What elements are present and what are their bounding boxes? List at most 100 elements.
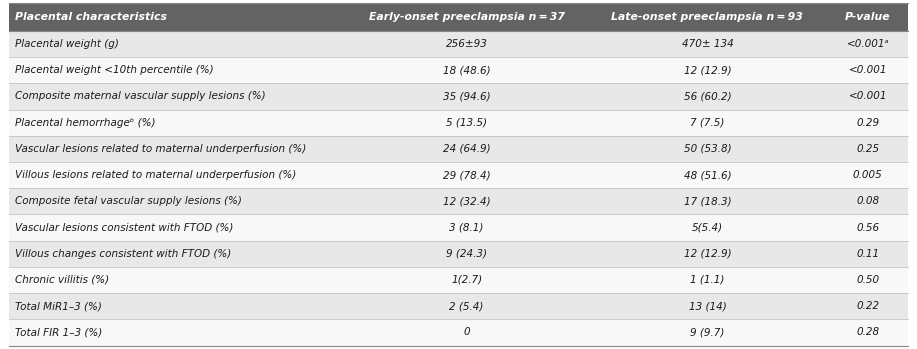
Text: 3 (8.1): 3 (8.1) <box>449 223 484 232</box>
Bar <box>587 136 828 162</box>
Text: <0.001ᵃ: <0.001ᵃ <box>846 39 889 49</box>
Bar <box>347 267 587 293</box>
Text: 24 (64.9): 24 (64.9) <box>443 144 491 154</box>
Bar <box>9 188 347 214</box>
Text: 1(2.7): 1(2.7) <box>451 275 482 285</box>
Text: <0.001: <0.001 <box>848 91 887 102</box>
Bar <box>9 57 347 83</box>
Bar <box>347 31 587 57</box>
Text: 48 (51.6): 48 (51.6) <box>683 170 731 180</box>
Bar <box>9 3 347 31</box>
Bar <box>347 110 587 136</box>
Text: 35 (94.6): 35 (94.6) <box>443 91 491 102</box>
Bar <box>828 136 908 162</box>
Text: 17 (18.3): 17 (18.3) <box>683 196 731 206</box>
Bar <box>587 83 828 110</box>
Bar <box>587 293 828 319</box>
Text: 13 (14): 13 (14) <box>689 301 726 311</box>
Text: Villous lesions related to maternal underperfusion (%): Villous lesions related to maternal unde… <box>16 170 297 180</box>
Bar <box>587 162 828 188</box>
Text: 0.22: 0.22 <box>856 301 879 311</box>
Text: 470± 134: 470± 134 <box>681 39 734 49</box>
Text: 0.50: 0.50 <box>856 275 879 285</box>
Bar <box>587 214 828 241</box>
Text: 9 (24.3): 9 (24.3) <box>446 249 487 259</box>
Bar <box>828 241 908 267</box>
Text: 56 (60.2): 56 (60.2) <box>683 91 731 102</box>
Text: 18 (48.6): 18 (48.6) <box>443 65 491 75</box>
Bar <box>828 31 908 57</box>
Bar <box>587 31 828 57</box>
Bar <box>347 162 587 188</box>
Text: 12 (32.4): 12 (32.4) <box>443 196 491 206</box>
Bar <box>587 3 828 31</box>
Text: Chronic villitis (%): Chronic villitis (%) <box>16 275 110 285</box>
Bar <box>828 188 908 214</box>
Text: Late-onset preeclampsia n = 93: Late-onset preeclampsia n = 93 <box>612 12 803 22</box>
Bar <box>347 188 587 214</box>
Bar <box>347 3 587 31</box>
Text: 9 (9.7): 9 (9.7) <box>691 327 724 337</box>
Bar <box>9 110 347 136</box>
Bar <box>828 319 908 346</box>
Bar <box>828 57 908 83</box>
Text: 5(5.4): 5(5.4) <box>691 223 723 232</box>
Bar <box>587 110 828 136</box>
Text: Early-onset preeclampsia n = 37: Early-onset preeclampsia n = 37 <box>369 12 565 22</box>
Bar <box>347 241 587 267</box>
Text: 0.11: 0.11 <box>856 249 879 259</box>
Bar <box>828 3 908 31</box>
Bar <box>347 293 587 319</box>
Text: Placental weight <10th percentile (%): Placental weight <10th percentile (%) <box>16 65 214 75</box>
Text: 0.005: 0.005 <box>853 170 883 180</box>
Bar <box>347 319 587 346</box>
Bar <box>9 319 347 346</box>
Bar <box>9 241 347 267</box>
Text: 256±93: 256±93 <box>446 39 488 49</box>
Text: 1 (1.1): 1 (1.1) <box>691 275 724 285</box>
Text: 2 (5.4): 2 (5.4) <box>449 301 484 311</box>
Bar <box>347 136 587 162</box>
Text: 0.08: 0.08 <box>856 196 879 206</box>
Bar <box>9 293 347 319</box>
Bar <box>9 83 347 110</box>
Text: Total FIR 1–3 (%): Total FIR 1–3 (%) <box>16 327 103 337</box>
Text: P-value: P-value <box>845 12 890 22</box>
Bar <box>828 267 908 293</box>
Text: 0.56: 0.56 <box>856 223 879 232</box>
Text: Composite fetal vascular supply lesions (%): Composite fetal vascular supply lesions … <box>16 196 242 206</box>
Text: 0.29: 0.29 <box>856 118 879 128</box>
Text: 0: 0 <box>463 327 470 337</box>
Bar <box>587 319 828 346</box>
Bar <box>828 110 908 136</box>
Text: Total MiR1–3 (%): Total MiR1–3 (%) <box>16 301 103 311</box>
Bar <box>347 57 587 83</box>
Text: 50 (53.8): 50 (53.8) <box>683 144 731 154</box>
Bar <box>828 83 908 110</box>
Text: Placental weight (g): Placental weight (g) <box>16 39 119 49</box>
Text: 0.28: 0.28 <box>856 327 879 337</box>
Bar <box>587 241 828 267</box>
Bar <box>347 214 587 241</box>
Bar <box>828 162 908 188</box>
Bar <box>828 214 908 241</box>
Text: Villous changes consistent with FTOD (%): Villous changes consistent with FTOD (%) <box>16 249 232 259</box>
Text: 12 (12.9): 12 (12.9) <box>683 65 731 75</box>
Text: Vascular lesions related to maternal underperfusion (%): Vascular lesions related to maternal und… <box>16 144 306 154</box>
Bar <box>587 188 828 214</box>
Bar <box>9 31 347 57</box>
Text: Placental characteristics: Placental characteristics <box>16 12 168 22</box>
Text: Placental hemorrhageᵇ (%): Placental hemorrhageᵇ (%) <box>16 118 156 128</box>
Text: 5 (13.5): 5 (13.5) <box>446 118 487 128</box>
Text: Composite maternal vascular supply lesions (%): Composite maternal vascular supply lesio… <box>16 91 266 102</box>
Text: Vascular lesions consistent with FTOD (%): Vascular lesions consistent with FTOD (%… <box>16 223 234 232</box>
Text: 29 (78.4): 29 (78.4) <box>443 170 491 180</box>
Text: <0.001: <0.001 <box>848 65 887 75</box>
Text: 0.25: 0.25 <box>856 144 879 154</box>
Bar <box>9 267 347 293</box>
Bar <box>587 267 828 293</box>
Bar <box>587 57 828 83</box>
Bar <box>347 83 587 110</box>
Text: 12 (12.9): 12 (12.9) <box>683 249 731 259</box>
Bar <box>9 162 347 188</box>
